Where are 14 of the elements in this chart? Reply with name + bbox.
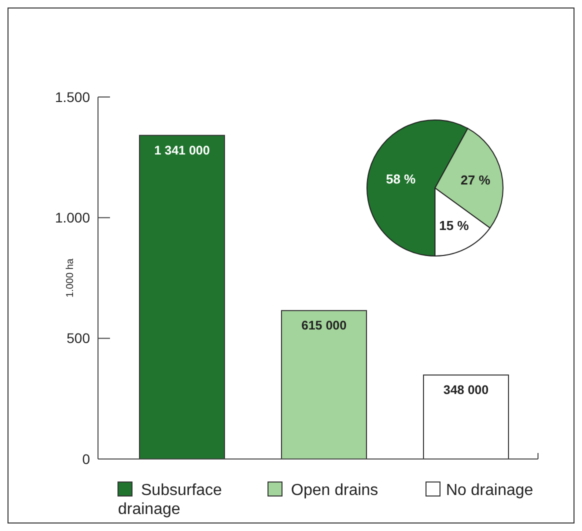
y-axis-title: 1.000 ha — [65, 258, 76, 298]
y-tick-label: 500 — [66, 330, 90, 346]
data-label: 58 % — [386, 171, 416, 186]
y-tick-label: 1.000 — [54, 210, 90, 226]
annotation: 348 000 — [443, 383, 489, 398]
legend-label: Open drains — [291, 482, 378, 499]
annotation: 1 341 000 — [154, 143, 210, 158]
data-label: 27 % — [460, 172, 491, 188]
data-label: 15 % — [439, 218, 470, 233]
legend-label: Subsurface drainage — [118, 482, 222, 518]
annotation: 615 000 — [301, 318, 347, 333]
legend-label: No drainage — [446, 482, 534, 499]
y-tick-label: 0 — [82, 450, 90, 467]
y-tick-label: 1.500 — [54, 88, 90, 105]
